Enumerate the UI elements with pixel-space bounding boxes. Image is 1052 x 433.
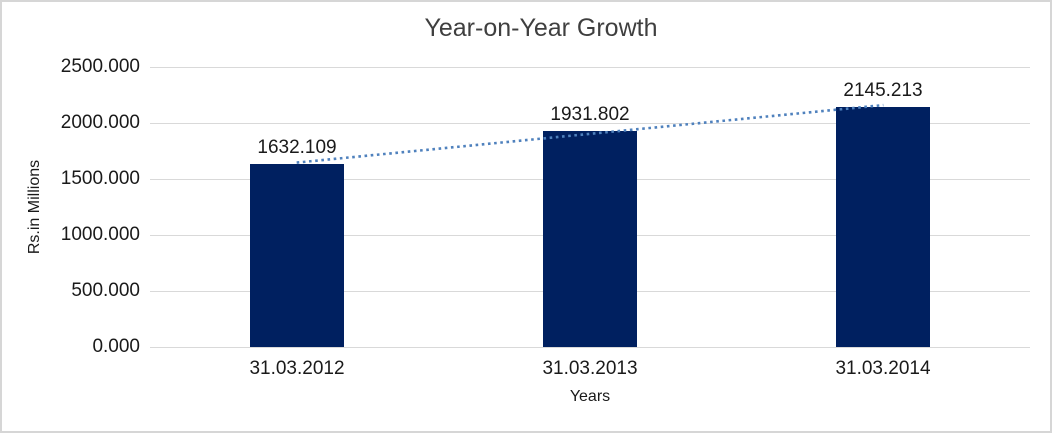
y-tick-label: 0.000: [92, 336, 140, 357]
bar: [543, 131, 637, 347]
y-tick-label: 2500.000: [60, 56, 140, 77]
bar-value-label: 1632.109: [257, 137, 337, 158]
x-category-label: 31.03.2013: [542, 358, 638, 379]
x-category-label: 31.03.2014: [835, 358, 931, 379]
x-category-label: 31.03.2012: [249, 358, 345, 379]
x-axis-title: Years: [569, 388, 611, 405]
bar-value-label: 2145.213: [843, 80, 923, 101]
y-tick-label: 500.000: [71, 280, 140, 301]
gridline: [150, 67, 1030, 68]
y-tick-label: 1500.000: [60, 168, 140, 189]
bar: [250, 164, 344, 347]
plot-area: [150, 67, 1030, 348]
bar-value-label: 1931.802: [550, 104, 630, 125]
chart-title: Year-on-Year Growth: [424, 14, 658, 42]
bar: [836, 107, 930, 347]
y-tick-label: 2000.000: [60, 112, 140, 133]
y-tick-label: 1000.000: [60, 224, 140, 245]
x-axis-line: [150, 347, 1030, 348]
